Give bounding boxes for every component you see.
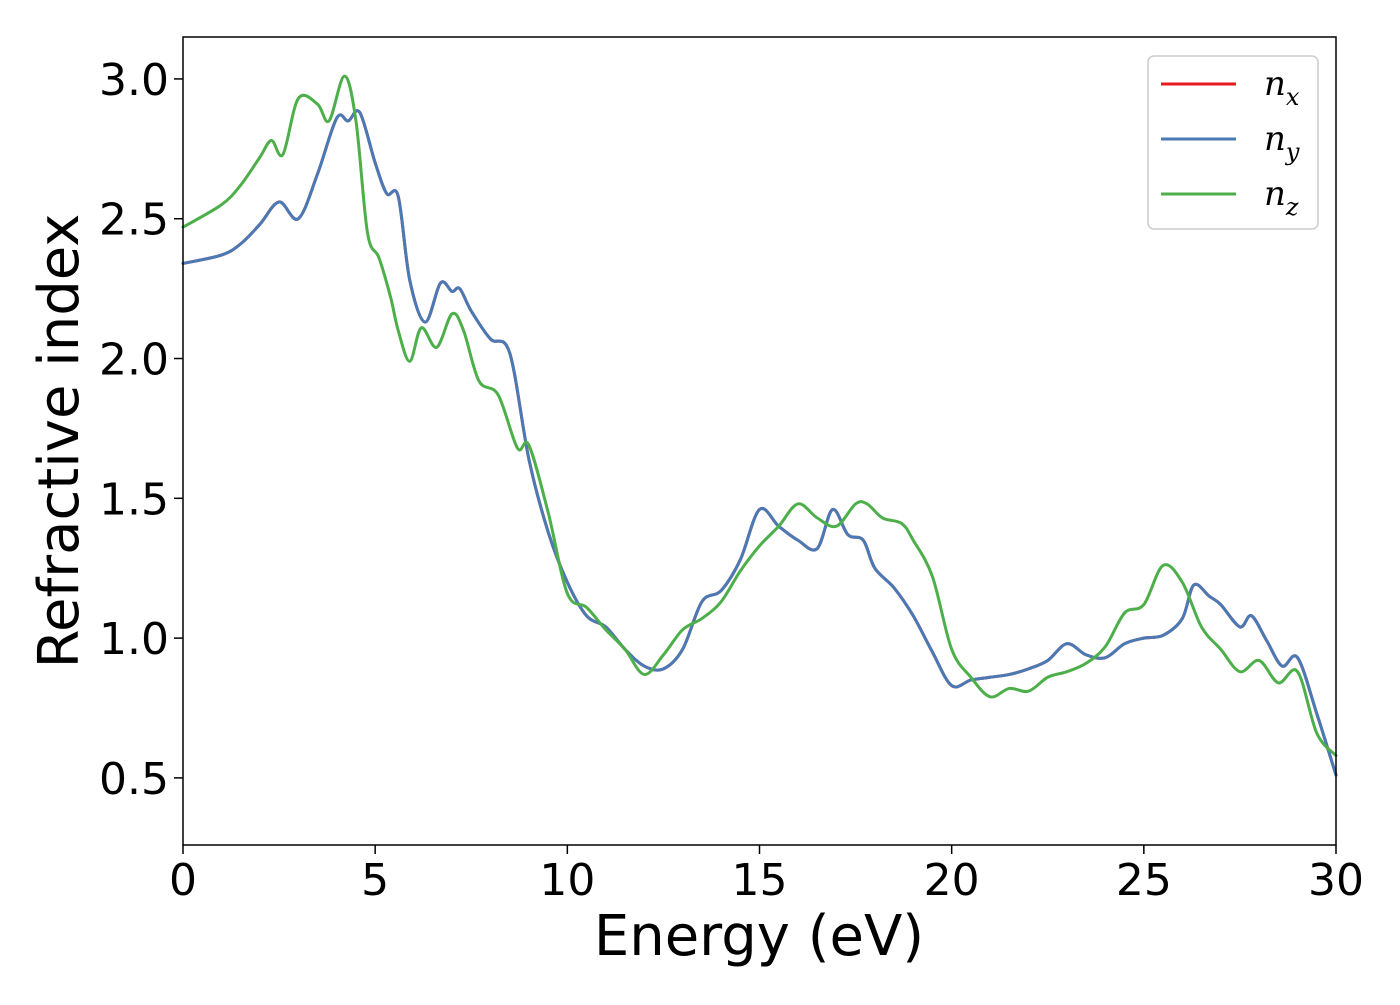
x-tick-label: 30 <box>1308 855 1364 906</box>
legend: nx ny nz <box>1147 55 1319 230</box>
plot-area <box>183 37 1336 845</box>
y-tick-label: 0.5 <box>99 754 169 805</box>
y-tick-label: 1.0 <box>99 614 169 665</box>
y-tick-label: 1.5 <box>99 474 169 525</box>
x-tick-label: 10 <box>539 855 595 906</box>
legend-label-ny: ny <box>1264 119 1300 166</box>
x-tick-label: 25 <box>1116 855 1172 906</box>
y-tick-label: 2.5 <box>99 195 169 246</box>
y-axis-title: Refractive index <box>27 214 92 669</box>
x-axis-title: Energy (eV) <box>594 904 924 969</box>
legend-label-nx: nx <box>1264 64 1300 111</box>
legend-box <box>1147 55 1319 230</box>
x-tick-label: 5 <box>361 855 389 906</box>
x-tick-label: 15 <box>732 855 788 906</box>
legend-label-nz: nz <box>1264 174 1299 221</box>
y-tick-label: 2.0 <box>99 335 169 386</box>
x-tick-label: 0 <box>169 855 197 906</box>
y-tick-label: 3.0 <box>99 55 169 106</box>
x-axis-ticks: 0 5 10 15 20 25 30 <box>169 845 1364 906</box>
y-axis-ticks: 0.5 1.0 1.5 2.0 2.5 3.0 <box>99 55 183 805</box>
series-line-n-z <box>181 74 1338 758</box>
x-tick-label: 20 <box>924 855 980 906</box>
series-line-n-y <box>181 109 1338 777</box>
series-layer <box>181 74 1338 777</box>
